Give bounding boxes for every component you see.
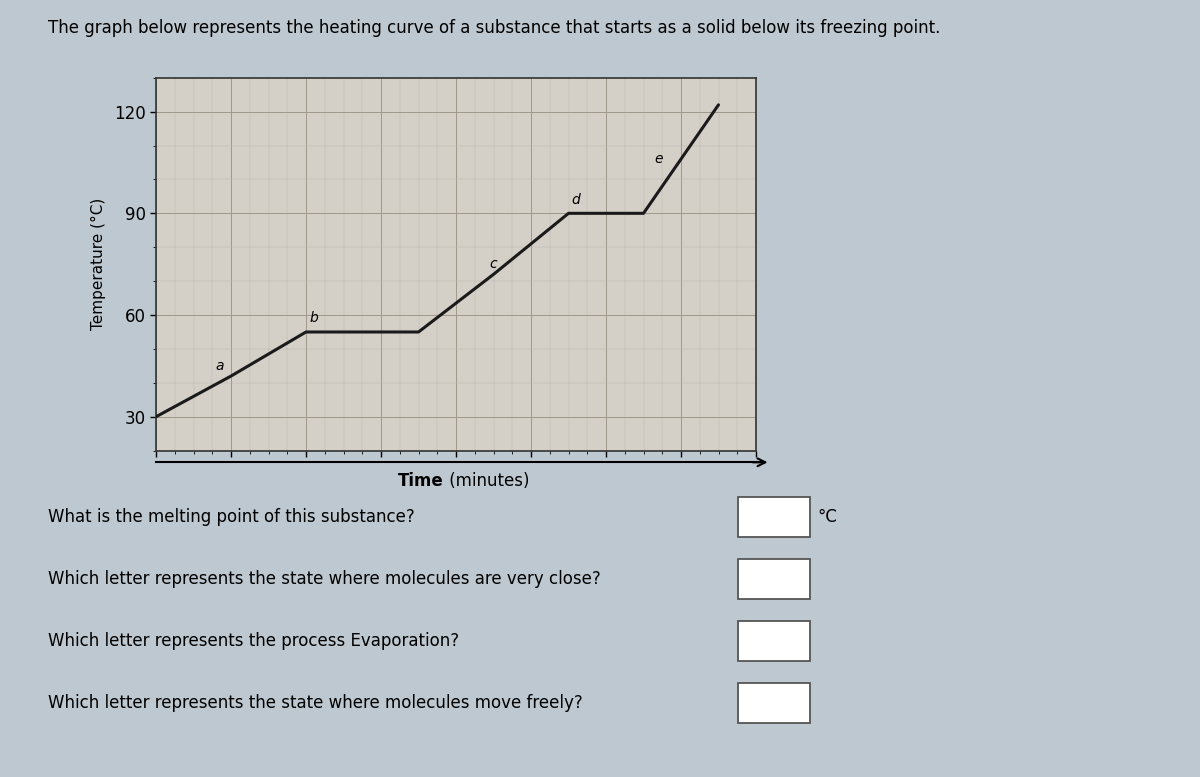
- Text: °C: °C: [817, 507, 838, 526]
- Y-axis label: Temperature (°C): Temperature (°C): [90, 198, 106, 330]
- Text: The graph below represents the heating curve of a substance that starts as a sol: The graph below represents the heating c…: [48, 19, 941, 37]
- Text: (minutes): (minutes): [444, 472, 529, 490]
- Text: Time: Time: [398, 472, 444, 490]
- Text: c: c: [490, 257, 497, 271]
- Text: Which letter represents the state where molecules are very close?: Which letter represents the state where …: [48, 570, 601, 588]
- Text: e: e: [654, 152, 662, 166]
- Text: Which letter represents the state where molecules move freely?: Which letter represents the state where …: [48, 694, 583, 713]
- Text: b: b: [310, 312, 318, 326]
- Text: Which letter represents the process Evaporation?: Which letter represents the process Evap…: [48, 632, 460, 650]
- Text: a: a: [216, 359, 224, 373]
- Text: d: d: [571, 193, 581, 207]
- Text: What is the melting point of this substance?: What is the melting point of this substa…: [48, 507, 415, 526]
